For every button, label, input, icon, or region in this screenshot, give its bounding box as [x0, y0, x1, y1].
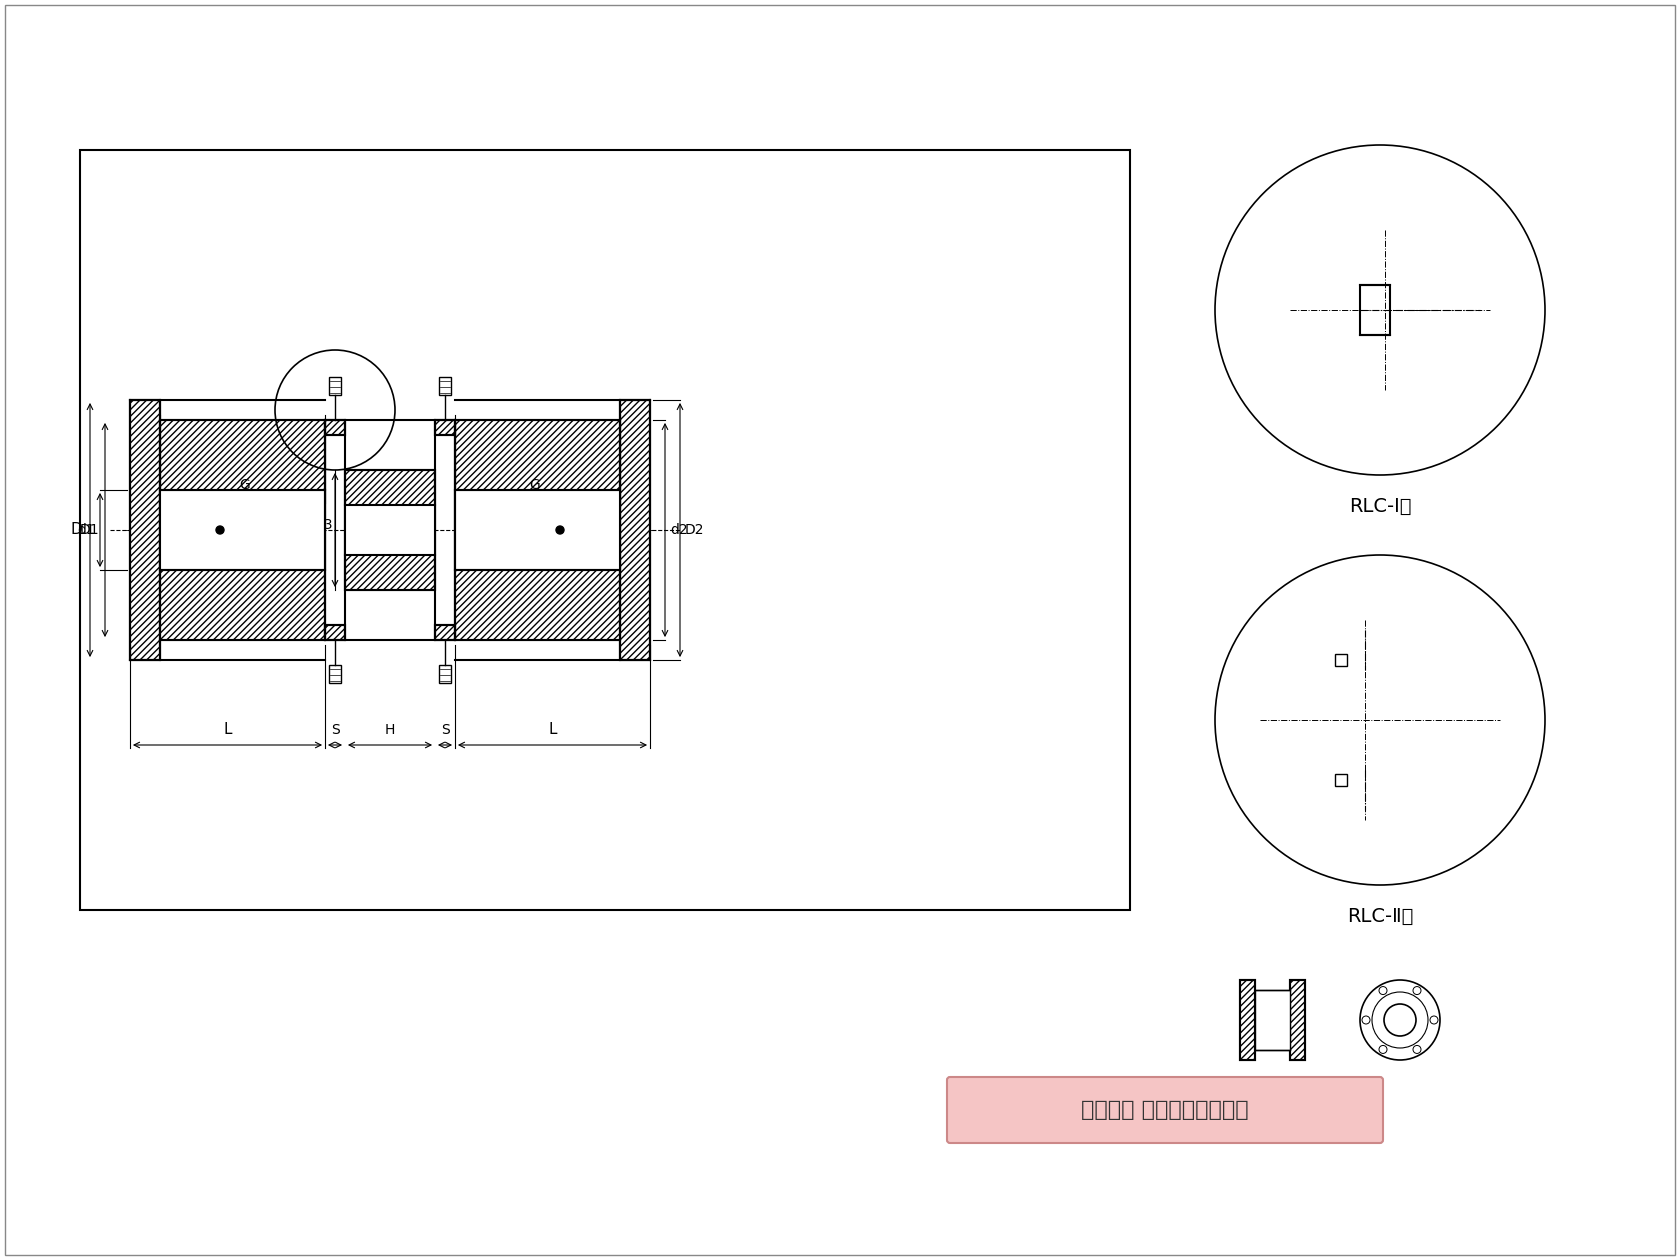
Bar	[455, 420, 620, 640]
Bar	[324, 625, 344, 640]
Bar	[1394, 654, 1440, 667]
Bar	[1410, 635, 1435, 805]
Bar	[1435, 620, 1485, 820]
Bar	[435, 420, 455, 435]
Bar	[1300, 231, 1361, 391]
Bar	[1420, 296, 1441, 324]
Circle shape	[1215, 554, 1546, 885]
Text: S: S	[331, 723, 339, 737]
Circle shape	[217, 525, 223, 534]
Bar	[129, 399, 160, 660]
Bar	[1290, 980, 1305, 1060]
Circle shape	[556, 525, 564, 534]
Bar	[1361, 285, 1389, 335]
Bar	[455, 420, 620, 640]
Bar	[435, 625, 455, 640]
Bar	[1394, 774, 1440, 786]
Text: L: L	[548, 722, 556, 737]
Bar	[329, 377, 341, 394]
Bar	[1394, 774, 1440, 786]
Bar	[1351, 640, 1379, 800]
Text: 版权所有 侵权必被严厉追究: 版权所有 侵权必被严厉追究	[1082, 1100, 1248, 1120]
Bar	[1369, 302, 1420, 318]
Text: L: L	[223, 722, 232, 737]
Bar	[1336, 654, 1347, 667]
Bar	[1255, 990, 1290, 1050]
Bar	[1410, 635, 1435, 805]
Bar	[344, 470, 435, 590]
Bar	[435, 420, 455, 435]
Bar	[455, 490, 620, 570]
Bar	[160, 420, 324, 640]
Text: S: S	[440, 723, 449, 737]
Bar	[1290, 980, 1305, 1060]
Bar	[1260, 620, 1341, 820]
Bar	[1435, 620, 1485, 820]
Text: D3: D3	[314, 518, 333, 532]
Bar	[344, 470, 435, 590]
Bar	[1336, 774, 1347, 786]
Bar	[324, 625, 344, 640]
Bar	[435, 625, 455, 640]
Bar	[81, 150, 1131, 910]
FancyBboxPatch shape	[948, 1077, 1383, 1143]
Bar	[1357, 220, 1376, 399]
Text: G: G	[529, 478, 541, 491]
Bar	[1336, 790, 1394, 810]
Bar	[324, 420, 344, 435]
Bar	[1240, 980, 1255, 1060]
Text: ®: ®	[764, 505, 795, 534]
Bar	[1357, 220, 1376, 399]
Bar	[1336, 630, 1394, 650]
Text: Rolee: Rolee	[242, 505, 659, 635]
Bar	[129, 399, 160, 660]
Text: D2: D2	[685, 523, 704, 537]
Bar	[1369, 302, 1420, 318]
Bar	[160, 490, 324, 570]
Text: RLC-Ⅱ型: RLC-Ⅱ型	[1347, 907, 1413, 926]
Text: H: H	[385, 723, 395, 737]
Bar	[1336, 790, 1394, 810]
Bar	[1420, 296, 1441, 324]
Text: d2: d2	[670, 523, 687, 537]
Text: G: G	[240, 478, 250, 491]
Text: RLC-Ⅰ型: RLC-Ⅰ型	[1349, 496, 1411, 517]
Text: D1: D1	[79, 523, 99, 537]
Bar	[438, 377, 450, 394]
Bar	[344, 505, 435, 554]
Bar	[1300, 231, 1361, 391]
Text: d1: d1	[77, 523, 96, 537]
Bar	[1394, 654, 1440, 667]
Bar	[1260, 620, 1341, 820]
Circle shape	[1215, 145, 1546, 475]
Bar	[329, 665, 341, 683]
Bar	[1240, 980, 1255, 1060]
Bar	[438, 665, 450, 683]
Bar	[1351, 640, 1379, 800]
Text: D: D	[71, 523, 82, 538]
Bar	[160, 420, 324, 640]
Bar	[324, 420, 344, 435]
Bar	[620, 399, 650, 660]
Bar	[620, 399, 650, 660]
Bar	[1336, 630, 1394, 650]
